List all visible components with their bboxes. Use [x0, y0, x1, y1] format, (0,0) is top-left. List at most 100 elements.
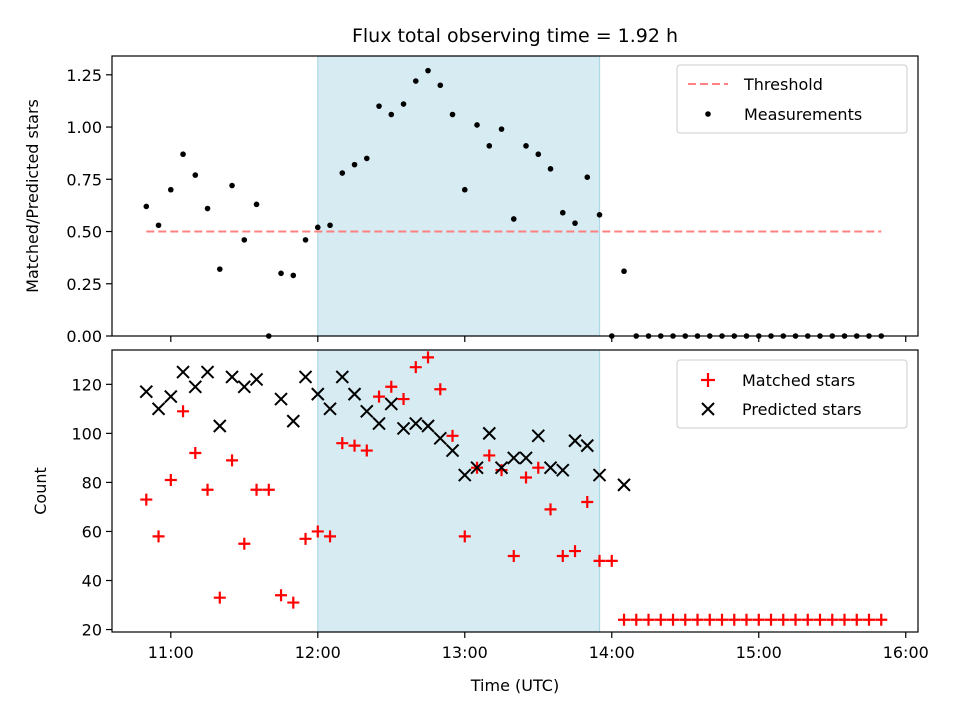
top-y-tick-label-2: 0.50 [66, 223, 102, 242]
measurement-point-11 [278, 270, 284, 277]
measurement-point-22 [412, 78, 419, 84]
predicted-star-point-0 [139, 384, 154, 399]
measurement-point-28 [486, 143, 493, 149]
predicted-star-point-1 [151, 402, 166, 416]
matched-star-point-3 [177, 405, 190, 418]
predicted-star-point-9 [249, 372, 264, 387]
matched-star-point-52 [777, 613, 790, 626]
predicted-star-point-31 [531, 429, 545, 443]
measurement-point-35 [572, 220, 578, 226]
x-tick-label-3: 14:00 [589, 643, 635, 662]
top-observing-interval-shade [317, 55, 601, 337]
predicted-star-point-26 [470, 460, 484, 475]
bottom-plot-area: 11:00 12:00 13:00 14:00 15:00 16:00 20 40 60 80 1… [71, 349, 929, 662]
predicted-star-point-15 [335, 370, 349, 384]
chart-title: Flux total observing time = 1.92 h [352, 25, 678, 47]
top-y-tick-label-3: 0.75 [66, 170, 102, 189]
predicted-star-point-2 [164, 389, 178, 404]
measurement-point-14 [314, 224, 321, 231]
measurement-point-24 [437, 82, 444, 89]
matched-star-point-59 [863, 613, 876, 626]
matched-star-point-41 [642, 613, 655, 626]
measurement-point-9 [253, 201, 260, 208]
matched-star-point-7 [226, 454, 239, 467]
bot-y-tick-label-3: 80 [82, 473, 102, 492]
predicted-star-point-33 [556, 463, 570, 477]
measurement-point-36 [584, 174, 591, 180]
matched-star-point-40 [630, 613, 643, 626]
matched-star-point-54 [801, 613, 814, 626]
predicted-star-point-27 [482, 426, 496, 441]
matched-star-point-19 [373, 390, 386, 403]
top-plot-area: 0.00 0.25 0.50 0.75 1.00 1.25 [66, 55, 919, 346]
measurement-point-7 [229, 182, 235, 189]
matched-star-point-9 [250, 483, 263, 496]
predicted-star-point-19 [384, 397, 398, 411]
predicted-star-point-8 [237, 380, 251, 394]
matched-star-point-14 [311, 525, 324, 538]
measurement-point-6 [216, 266, 223, 272]
measurement-point-5 [204, 205, 211, 212]
matched-star-point-24 [434, 383, 447, 396]
matched-star-point-47 [716, 613, 729, 626]
bottom-legend: Matched stars Predicted stars [676, 359, 908, 429]
bot-y-tick-label-4: 100 [71, 424, 102, 443]
top-y-axis-label: Matched/Predicted stars [23, 99, 42, 293]
predicted-star-point-3 [176, 365, 190, 379]
predicted-star-point-29 [507, 451, 521, 465]
predicted-star-point-32 [543, 460, 558, 475]
measurement-point-34 [559, 209, 566, 216]
predicted-star-point-11 [286, 414, 300, 428]
predicted-star-point-10 [274, 392, 288, 406]
matched-star-point-42 [654, 613, 667, 626]
matched-star-point-45 [691, 613, 704, 626]
measurement-point-18 [363, 155, 370, 162]
matched-star-point-50 [752, 613, 765, 626]
matched-star-point-33 [544, 503, 557, 516]
bottom-y-ticks: 20 40 60 80 100 120 [71, 375, 112, 640]
predicted-star-point-7 [225, 370, 239, 384]
matched-star-point-38 [605, 554, 618, 567]
matched-star-point-28 [483, 449, 496, 462]
matched-star-point-31 [520, 471, 533, 484]
matched-star-point-10 [262, 483, 275, 496]
matched-star-point-2 [164, 473, 177, 486]
matched-star-point-21 [397, 393, 410, 406]
matched-stars-points [140, 351, 888, 626]
matched-star-point-46 [703, 613, 716, 626]
predicted-star-point-36 [592, 468, 607, 482]
legend-matched-swatch [701, 373, 715, 387]
legend-matched-label: Matched stars [742, 371, 855, 390]
predicted-star-point-5 [200, 365, 215, 379]
matched-star-point-23 [422, 351, 435, 364]
matched-star-point-8 [238, 537, 251, 550]
matched-star-point-26 [458, 530, 471, 543]
measurement-point-8 [241, 237, 248, 243]
measurement-point-27 [474, 122, 480, 128]
matched-star-point-36 [581, 496, 594, 509]
matched-star-point-1 [152, 530, 165, 543]
matched-star-point-51 [765, 613, 778, 626]
matched-star-point-44 [679, 613, 692, 626]
matched-star-point-30 [507, 549, 520, 562]
measurement-point-31 [523, 143, 529, 149]
predicted-stars-points [139, 365, 631, 492]
measurement-point-17 [351, 161, 358, 168]
predicted-star-point-13 [311, 387, 325, 401]
x-axis-label: Time (UTC) [470, 676, 559, 695]
matched-star-point-55 [814, 613, 827, 626]
bot-y-tick-label-5: 120 [71, 375, 102, 394]
legend-threshold-label: Threshold [743, 75, 823, 94]
predicted-star-point-14 [323, 402, 337, 416]
predicted-star-point-24 [445, 443, 460, 458]
matched-star-point-39 [618, 613, 631, 626]
matched-star-point-49 [740, 613, 753, 626]
measurement-point-16 [339, 170, 346, 176]
measurement-point-33 [547, 166, 554, 172]
predicted-star-point-17 [360, 404, 374, 419]
measurement-point-15 [327, 222, 333, 229]
measurement-point-29 [498, 126, 505, 132]
measurement-point-26 [461, 186, 468, 193]
matched-star-point-17 [348, 439, 361, 452]
